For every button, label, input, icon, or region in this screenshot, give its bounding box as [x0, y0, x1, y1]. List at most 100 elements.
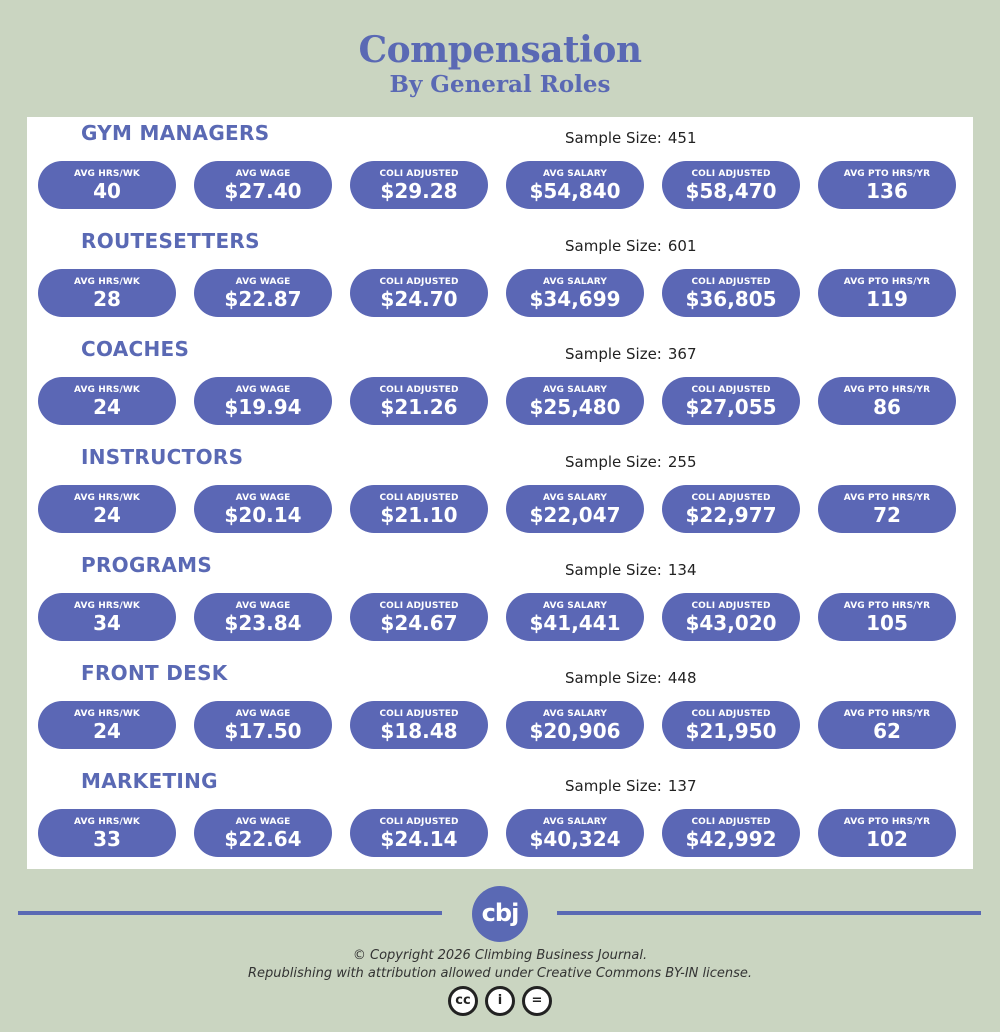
pill-label: AVG WAGE [235, 493, 291, 503]
pill-label: COLI ADJUSTED [691, 601, 771, 611]
pill-value: 86 [873, 395, 901, 419]
page-header: Compensation By General Roles [0, 28, 1000, 98]
pill-value: $27,055 [685, 395, 777, 419]
avg-hrs-pill: AVG HRS/WK 24 [38, 485, 176, 533]
pill-value: $40,324 [529, 827, 621, 851]
pill-value: $24.14 [380, 827, 458, 851]
license-text: Republishing with attribution allowed un… [247, 966, 753, 981]
footer-divider-left [18, 911, 442, 915]
pill-label: COLI ADJUSTED [379, 277, 459, 287]
pill-label: COLI ADJUSTED [691, 385, 771, 395]
pill-label: AVG SALARY [543, 709, 607, 719]
avg-wage-pill: AVG WAGE $23.84 [194, 593, 332, 641]
sample-size-label: Sample Size: [565, 345, 662, 363]
avg-wage-pill: AVG WAGE $22.87 [194, 269, 332, 317]
role-title: PROGRAMS [81, 553, 213, 577]
avg-pto-pill: AVG PTO HRS/YR 86 [818, 377, 956, 425]
pill-label: AVG WAGE [235, 709, 291, 719]
pill-label: COLI ADJUSTED [379, 601, 459, 611]
role-row: COACHES Sample Size: 367 AVG HRS/WK 24 AVG… [27, 333, 973, 441]
pill-value: 136 [866, 179, 908, 203]
role-row: ROUTESETTERS Sample Size: 601 AVG HRS/WK 2… [27, 225, 973, 333]
copyright-text: © Copyright 2026 Climbing Business Journ… [352, 948, 648, 963]
pill-label: AVG PTO HRS/YR [843, 601, 931, 611]
pill-value: 119 [866, 287, 908, 311]
role-row: INSTRUCTORS Sample Size: 255 AVG HRS/WK 24… [27, 441, 973, 549]
avg-wage-pill: AVG WAGE $17.50 [194, 701, 332, 749]
cc-icon: cc [448, 986, 478, 1016]
pill-label: AVG PTO HRS/YR [843, 493, 931, 503]
pill-label: AVG SALARY [543, 817, 607, 827]
pill-label: COLI ADJUSTED [691, 817, 771, 827]
pill-value: $41,441 [529, 611, 621, 635]
avg-pto-pill: AVG PTO HRS/YR 102 [818, 809, 956, 857]
role-title: ROUTESETTERS [81, 229, 260, 253]
by-attribution-icon: i [485, 986, 515, 1016]
pill-value: 102 [866, 827, 908, 851]
coli-salary-pill: COLI ADJUSTED $22,977 [662, 485, 800, 533]
pill-label: AVG PTO HRS/YR [843, 817, 931, 827]
sample-size-value: 367 [667, 345, 697, 363]
avg-salary-pill: AVG SALARY $20,906 [506, 701, 644, 749]
role-row: FRONT DESK Sample Size: 448 AVG HRS/WK 24 … [27, 657, 973, 765]
pill-value: 24 [93, 719, 121, 743]
pill-value: $20.14 [224, 503, 302, 527]
coli-salary-pill: COLI ADJUSTED $42,992 [662, 809, 800, 857]
cbj-logo: cbj [472, 886, 528, 942]
pill-value: $24.67 [380, 611, 458, 635]
sample-size: Sample Size: 451 [565, 129, 697, 147]
pill-value: $58,470 [685, 179, 777, 203]
pill-label: AVG SALARY [543, 277, 607, 287]
pill-label: AVG HRS/WK [74, 493, 140, 503]
sample-size-label: Sample Size: [565, 237, 662, 255]
avg-wage-pill: AVG WAGE $20.14 [194, 485, 332, 533]
avg-wage-pill: AVG WAGE $19.94 [194, 377, 332, 425]
role-title: MARKETING [81, 769, 218, 793]
pill-value: $43,020 [685, 611, 777, 635]
avg-hrs-pill: AVG HRS/WK 34 [38, 593, 176, 641]
pill-value: $22,047 [529, 503, 621, 527]
avg-pto-pill: AVG PTO HRS/YR 136 [818, 161, 956, 209]
pill-label: AVG PTO HRS/YR [843, 709, 931, 719]
pill-label: AVG HRS/WK [74, 169, 140, 179]
avg-hrs-pill: AVG HRS/WK 28 [38, 269, 176, 317]
pill-value: $21.10 [380, 503, 458, 527]
pill-value: $34,699 [529, 287, 621, 311]
pill-label: AVG SALARY [543, 601, 607, 611]
pill-label: COLI ADJUSTED [379, 385, 459, 395]
sample-size: Sample Size: 137 [565, 777, 697, 795]
pill-label: COLI ADJUSTED [379, 493, 459, 503]
coli-wage-pill: COLI ADJUSTED $24.70 [350, 269, 488, 317]
pill-value: $18.48 [380, 719, 458, 743]
coli-wage-pill: COLI ADJUSTED $29.28 [350, 161, 488, 209]
pill-label: COLI ADJUSTED [691, 709, 771, 719]
avg-salary-pill: AVG SALARY $34,699 [506, 269, 644, 317]
coli-salary-pill: COLI ADJUSTED $58,470 [662, 161, 800, 209]
sample-size-label: Sample Size: [565, 561, 662, 579]
avg-hrs-pill: AVG HRS/WK 33 [38, 809, 176, 857]
role-title: INSTRUCTORS [81, 445, 244, 469]
coli-salary-pill: COLI ADJUSTED $43,020 [662, 593, 800, 641]
pill-label: AVG WAGE [235, 277, 291, 287]
pill-value: $27.40 [224, 179, 302, 203]
pill-label: AVG WAGE [235, 169, 291, 179]
pill-value: $42,992 [685, 827, 777, 851]
avg-wage-pill: AVG WAGE $27.40 [194, 161, 332, 209]
avg-salary-pill: AVG SALARY $40,324 [506, 809, 644, 857]
avg-pto-pill: AVG PTO HRS/YR 105 [818, 593, 956, 641]
pill-value: $24.70 [380, 287, 458, 311]
sample-size-value: 137 [667, 777, 697, 795]
pill-value: $22,977 [685, 503, 777, 527]
pill-value: 28 [93, 287, 121, 311]
pill-value: 24 [93, 395, 121, 419]
avg-salary-pill: AVG SALARY $54,840 [506, 161, 644, 209]
coli-salary-pill: COLI ADJUSTED $27,055 [662, 377, 800, 425]
sample-size-value: 255 [667, 453, 697, 471]
pill-value: $23.84 [224, 611, 302, 635]
pill-value: $21,950 [685, 719, 777, 743]
avg-salary-pill: AVG SALARY $22,047 [506, 485, 644, 533]
pill-label: COLI ADJUSTED [379, 169, 459, 179]
pill-label: AVG WAGE [235, 601, 291, 611]
avg-salary-pill: AVG SALARY $41,441 [506, 593, 644, 641]
sample-size: Sample Size: 367 [565, 345, 697, 363]
